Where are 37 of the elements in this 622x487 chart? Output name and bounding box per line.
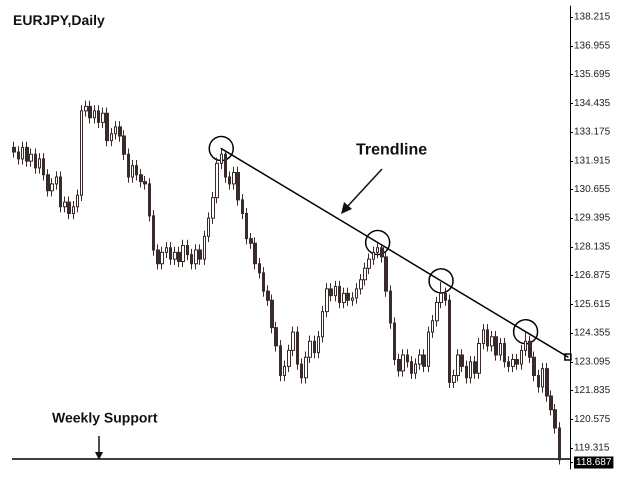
y-tick-label: 124.355 xyxy=(574,328,611,339)
point xyxy=(428,268,454,294)
y-tick-label: 123.095 xyxy=(574,356,611,368)
chart-title: EURJPY,Daily xyxy=(13,12,106,28)
candlestick xyxy=(194,244,198,270)
y-tick-label: 119.315 xyxy=(574,442,610,454)
candlestick xyxy=(346,287,350,306)
candlestick xyxy=(88,100,92,124)
candlestick xyxy=(181,239,185,268)
y-tick-label: 125.615 xyxy=(574,298,611,310)
candlestick xyxy=(160,246,164,270)
y-tick-label: 138.215 xyxy=(574,12,611,23)
candlestick xyxy=(67,196,71,220)
y-tick-label: 134.435 xyxy=(574,98,611,109)
y-tick-label: 131.915 xyxy=(574,155,611,166)
candlestick xyxy=(494,330,498,362)
y-tick-label: 128.135 xyxy=(574,241,611,252)
candlestick xyxy=(503,337,506,368)
annotation: Trendline xyxy=(356,142,428,158)
point xyxy=(208,136,234,162)
point xyxy=(364,230,390,256)
candlestick xyxy=(105,106,109,147)
y-tick-label: 126.875 xyxy=(574,270,611,282)
y-tick-label: 133.175 xyxy=(574,126,611,138)
candlestick xyxy=(173,246,177,266)
candlestick xyxy=(401,348,405,378)
candlestick xyxy=(511,353,515,373)
ref-line-label: Weekly Support xyxy=(52,410,158,426)
point xyxy=(512,318,538,344)
y-tick-label: 129.395 xyxy=(574,212,611,224)
y-tick-label: 130.655 xyxy=(574,184,611,195)
candlestick xyxy=(25,141,29,168)
y-tick-label: 136.955 xyxy=(574,40,611,52)
y-tick-label: 121.835 xyxy=(574,385,611,396)
y-tick-label: 135.695 xyxy=(574,69,611,80)
y-tick-label: 120.575 xyxy=(574,414,611,425)
y-tick-label: 118.687 xyxy=(576,456,612,468)
